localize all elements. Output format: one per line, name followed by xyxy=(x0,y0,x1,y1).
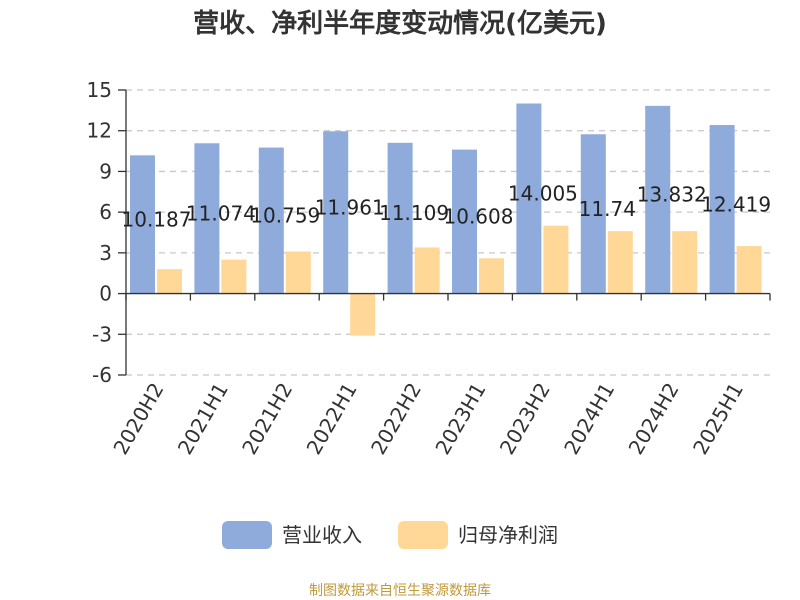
data-label-revenue: 11.109 xyxy=(379,201,449,225)
data-label-revenue: 10.608 xyxy=(444,205,514,229)
data-label-revenue: 13.832 xyxy=(637,183,707,207)
y-tick-label: 9 xyxy=(99,159,112,183)
y-tick-label: -6 xyxy=(92,363,112,387)
y-tick-label: 0 xyxy=(99,282,112,306)
legend-label-net-profit: 归母净利润 xyxy=(458,523,558,547)
bar-net-profit xyxy=(221,259,247,294)
bar-revenue xyxy=(516,103,542,294)
x-tick-label: 2025H1 xyxy=(688,379,748,459)
bar-revenue xyxy=(645,105,671,294)
grid-lines xyxy=(126,89,770,376)
bar-net-profit xyxy=(414,247,440,294)
x-tick-label: 2024H1 xyxy=(559,379,619,459)
y-tick-label: 3 xyxy=(99,241,112,265)
bar-revenue xyxy=(258,147,284,294)
x-tick-label: 2021H2 xyxy=(237,379,297,459)
x-tick-label: 2020H2 xyxy=(108,379,168,459)
bar-revenue xyxy=(194,143,220,294)
legend-swatch-revenue xyxy=(222,521,272,549)
legend-swatch-net-profit xyxy=(398,521,448,549)
data-labels: 10.18711.07410.75911.96111.10910.60814.0… xyxy=(122,182,772,232)
data-label-revenue: 11.961 xyxy=(315,195,385,219)
x-tick-label: 2022H1 xyxy=(302,379,362,459)
bar-net-profit xyxy=(607,231,633,294)
bar-revenue xyxy=(323,131,349,294)
data-label-revenue: 11.74 xyxy=(579,197,636,221)
bar-revenue xyxy=(452,149,477,294)
bar-revenue xyxy=(130,155,155,294)
data-label-revenue: 14.005 xyxy=(508,182,578,206)
bar-net-profit xyxy=(543,225,569,294)
bar-net-profit xyxy=(672,231,698,294)
y-tick-label: 6 xyxy=(99,200,112,224)
x-tick-label: 2024H2 xyxy=(624,379,684,459)
bar-net-profit xyxy=(479,258,504,294)
bar-revenue xyxy=(580,134,606,294)
x-tick-label: 2022H2 xyxy=(366,379,426,459)
data-label-revenue: 11.074 xyxy=(186,201,256,225)
legend: 营业收入 归母净利润 xyxy=(222,521,558,549)
y-tick-label: -3 xyxy=(92,322,112,346)
y-tick-label: 15 xyxy=(87,78,112,102)
bars xyxy=(130,103,762,336)
bar-net-profit xyxy=(350,293,376,336)
bar-revenue xyxy=(709,125,735,294)
legend-label-revenue: 营业收入 xyxy=(282,523,362,547)
chart-title: 营收、净利半年度变动情况(亿美元) xyxy=(193,8,607,39)
data-label-revenue: 12.419 xyxy=(701,192,771,216)
bar-net-profit xyxy=(285,251,311,294)
x-tick-label: 2021H1 xyxy=(173,379,233,459)
data-label-revenue: 10.187 xyxy=(122,207,192,231)
bar-revenue xyxy=(387,142,413,294)
x-tick-label: 2023H2 xyxy=(495,379,555,459)
bar-net-profit xyxy=(736,246,762,294)
x-tick-label: 2023H1 xyxy=(430,379,490,459)
source-note: 制图数据来自恒生聚源数据库 xyxy=(309,583,491,599)
data-label-revenue: 10.759 xyxy=(250,204,320,228)
y-tick-label: 12 xyxy=(87,119,112,143)
bar-net-profit xyxy=(157,269,182,294)
